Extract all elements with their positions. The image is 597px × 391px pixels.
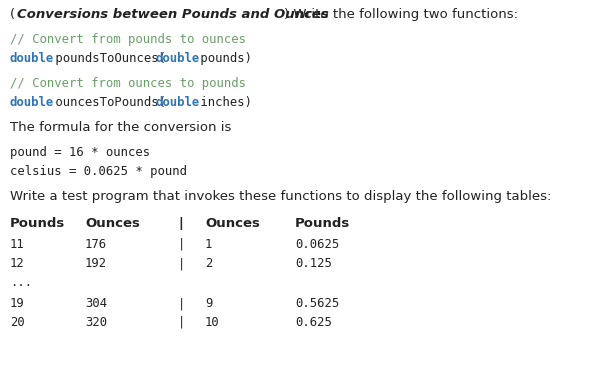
Text: ouncesToPounds(: ouncesToPounds(: [48, 96, 166, 109]
Text: ...: ...: [10, 276, 32, 289]
Text: celsius = 0.0625 * pound: celsius = 0.0625 * pound: [10, 165, 187, 178]
Text: 19: 19: [10, 297, 24, 310]
Text: Pounds: Pounds: [295, 217, 350, 230]
Text: Conversions between Pounds and Ounces: Conversions between Pounds and Ounces: [17, 8, 329, 21]
Text: 0.0625: 0.0625: [295, 238, 339, 251]
Text: Ounces: Ounces: [85, 217, 140, 230]
Text: Ounces: Ounces: [205, 217, 260, 230]
Text: 2: 2: [205, 257, 213, 270]
Text: Pounds: Pounds: [10, 217, 65, 230]
Text: |: |: [178, 217, 183, 230]
Text: 176: 176: [85, 238, 107, 251]
Text: 0.5625: 0.5625: [295, 297, 339, 310]
Text: Write a test program that invokes these functions to display the following table: Write a test program that invokes these …: [10, 190, 552, 203]
Text: pound = 16 * ounces: pound = 16 * ounces: [10, 146, 150, 159]
Text: ) Write the following two functions:: ) Write the following two functions:: [284, 8, 518, 21]
Text: double: double: [10, 52, 54, 65]
Text: 304: 304: [85, 297, 107, 310]
Text: double: double: [155, 52, 199, 65]
Text: The formula for the conversion is: The formula for the conversion is: [10, 121, 232, 134]
Text: double: double: [155, 96, 199, 109]
Text: |: |: [178, 257, 186, 270]
Text: double: double: [10, 96, 54, 109]
Text: // Convert from pounds to ounces: // Convert from pounds to ounces: [10, 33, 246, 46]
Text: 1: 1: [205, 238, 213, 251]
Text: |: |: [178, 297, 186, 310]
Text: 0.125: 0.125: [295, 257, 332, 270]
Text: 10: 10: [205, 316, 220, 329]
Text: // Convert from ounces to pounds: // Convert from ounces to pounds: [10, 77, 246, 90]
Text: poundsToOunces(: poundsToOunces(: [48, 52, 166, 65]
Text: 192: 192: [85, 257, 107, 270]
Text: |: |: [178, 316, 186, 329]
Text: 9: 9: [205, 297, 213, 310]
Text: 20: 20: [10, 316, 24, 329]
Text: |: |: [178, 238, 186, 251]
Text: (: (: [10, 8, 15, 21]
Text: pounds): pounds): [193, 52, 252, 65]
Text: 11: 11: [10, 238, 24, 251]
Text: inches): inches): [193, 96, 252, 109]
Text: 12: 12: [10, 257, 24, 270]
Text: 320: 320: [85, 316, 107, 329]
Text: 0.625: 0.625: [295, 316, 332, 329]
